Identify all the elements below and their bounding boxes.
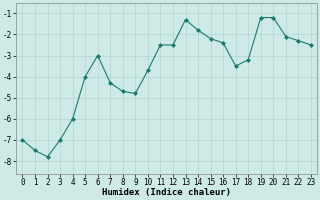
X-axis label: Humidex (Indice chaleur): Humidex (Indice chaleur) (102, 188, 231, 197)
